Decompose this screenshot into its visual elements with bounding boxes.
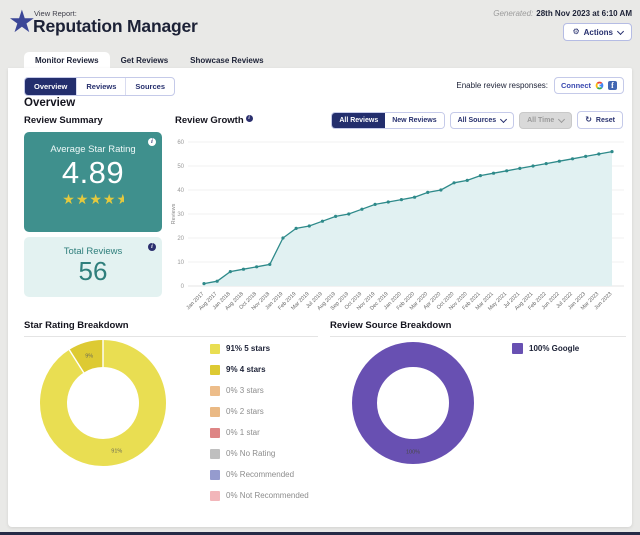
- legend-label: 0% 3 stars: [226, 386, 264, 395]
- average-star-rating-label: Average Star Rating: [24, 132, 162, 155]
- legend-swatch: [210, 386, 220, 396]
- legend-item-not-recommended: 0% Not Recommended: [210, 489, 309, 502]
- legend-swatch: [210, 449, 220, 459]
- legend-item-no-rating: 0% No Rating: [210, 447, 309, 460]
- generated-label: Generated:: [493, 9, 533, 18]
- growth-filter-bar: All Reviews New Reviews All Sources All …: [331, 111, 623, 129]
- tab-get-reviews[interactable]: Get Reviews: [110, 52, 180, 68]
- generated-value: 28th Nov 2023 at 6:10 AM: [536, 9, 632, 18]
- legend-label: 0% Not Recommended: [226, 491, 309, 500]
- legend-swatch: [210, 365, 220, 375]
- tab-monitor-reviews[interactable]: Monitor Reviews: [24, 52, 110, 68]
- svg-text:50: 50: [177, 164, 184, 170]
- star-rating-donut-chart: 91% 9%: [38, 338, 168, 468]
- legend-label: 9% 4 stars: [226, 365, 266, 374]
- review-growth-line-chart: 0102030405060ReviewsJan 2017Aug 2017Jan …: [168, 136, 634, 316]
- total-reviews-card: i Total Reviews 56: [24, 237, 162, 297]
- subtab-bar: Overview Reviews Sources: [24, 77, 175, 96]
- refresh-icon: ↻: [585, 116, 592, 124]
- all-sources-dropdown-label: All Sources: [458, 117, 497, 124]
- connect-button[interactable]: Connect f: [554, 77, 624, 94]
- info-icon[interactable]: i: [148, 243, 156, 251]
- total-reviews-value: 56: [24, 257, 162, 286]
- legend-label: 0% No Rating: [226, 449, 275, 458]
- reputation-manager-screen: ★ View Report: Reputation Manager Genera…: [0, 0, 640, 535]
- star-rating-legend: 91% 5 stars 9% 4 stars 0% 3 stars 0% 2 s…: [210, 342, 309, 510]
- legend-label: 0% 1 star: [226, 428, 260, 437]
- svg-text:40: 40: [177, 188, 184, 194]
- review-summary-title: Review Summary: [24, 115, 103, 126]
- all-sources-dropdown[interactable]: All Sources: [450, 112, 515, 129]
- svg-text:91%: 91%: [111, 449, 122, 455]
- facebook-icon: f: [608, 81, 617, 90]
- review-source-breakdown-title: Review Source Breakdown: [330, 320, 626, 337]
- legend-label: 100% Google: [529, 344, 579, 353]
- subtab-overview[interactable]: Overview: [25, 78, 76, 95]
- legend-item-4-stars: 9% 4 stars: [210, 363, 309, 376]
- review-growth-title: Review Growthi: [175, 115, 253, 126]
- info-icon[interactable]: i: [148, 138, 156, 146]
- legend-swatch: [210, 344, 220, 354]
- review-responses-row: Enable review responses: Connect f: [456, 77, 624, 94]
- legend-swatch: [210, 428, 220, 438]
- subtab-reviews[interactable]: Reviews: [76, 78, 125, 95]
- overview-heading: Overview: [24, 97, 75, 109]
- legend-label: 0% 2 stars: [226, 407, 264, 416]
- legend-label: 0% Recommended: [226, 470, 294, 479]
- svg-text:20: 20: [177, 236, 184, 242]
- reset-button[interactable]: ↻ Reset: [577, 111, 623, 129]
- enable-review-responses-label: Enable review responses:: [456, 81, 548, 90]
- all-time-dropdown[interactable]: All Time: [519, 112, 572, 129]
- svg-text:Reviews: Reviews: [171, 203, 177, 224]
- svg-text:30: 30: [177, 212, 184, 218]
- app-logo-star-icon: ★: [8, 6, 36, 37]
- all-reviews-button[interactable]: All Reviews: [332, 113, 385, 128]
- subtab-sources[interactable]: Sources: [125, 78, 174, 95]
- generated-timestamp: Generated:28th Nov 2023 at 6:10 AM: [493, 9, 632, 18]
- main-tab-bar: Monitor Reviews Get Reviews Showcase Rev…: [24, 52, 275, 68]
- legend-swatch: [512, 343, 523, 354]
- info-icon[interactable]: i: [246, 115, 253, 122]
- page-title: Reputation Manager: [33, 16, 198, 37]
- connect-button-label: Connect: [561, 81, 591, 90]
- new-reviews-button[interactable]: New Reviews: [385, 113, 443, 128]
- legend-item-2-stars: 0% 2 stars: [210, 405, 309, 418]
- svg-text:9%: 9%: [85, 353, 93, 359]
- star-rating-icons: ★★★★★: [24, 192, 162, 206]
- chevron-down-icon: [558, 115, 565, 122]
- legend-item-recommended: 0% Recommended: [210, 468, 309, 481]
- review-growth-title-text: Review Growth: [175, 115, 244, 126]
- review-type-toggle: All Reviews New Reviews: [331, 112, 444, 129]
- average-star-rating-value: 4.89: [24, 156, 162, 190]
- chevron-down-icon: [617, 27, 624, 34]
- svg-text:60: 60: [177, 140, 184, 146]
- legend-label: 91% 5 stars: [226, 344, 270, 353]
- review-source-donut-chart: 100%: [350, 340, 476, 466]
- average-star-rating-card: i Average Star Rating 4.89 ★★★★★: [24, 132, 162, 232]
- legend-item-1-star: 0% 1 star: [210, 426, 309, 439]
- actions-button[interactable]: ⚙ Actions: [563, 23, 632, 41]
- svg-text:100%: 100%: [406, 450, 420, 456]
- gear-icon: ⚙: [572, 28, 579, 36]
- legend-item-google: 100% Google: [512, 342, 579, 355]
- actions-button-label: Actions: [584, 28, 613, 37]
- tab-showcase-reviews[interactable]: Showcase Reviews: [179, 52, 274, 68]
- legend-swatch: [210, 470, 220, 480]
- svg-text:0: 0: [181, 284, 185, 290]
- legend-item-3-stars: 0% 3 stars: [210, 384, 309, 397]
- legend-swatch: [210, 407, 220, 417]
- star-rating-breakdown-title: Star Rating Breakdown: [24, 320, 318, 337]
- content-card: Overview Reviews Sources Enable review r…: [8, 68, 632, 527]
- total-reviews-label: Total Reviews: [24, 237, 162, 257]
- legend-item-5-stars: 91% 5 stars: [210, 342, 309, 355]
- all-time-dropdown-label: All Time: [527, 117, 554, 124]
- google-icon: [595, 81, 604, 90]
- legend-swatch: [210, 491, 220, 501]
- svg-text:10: 10: [177, 260, 184, 266]
- reset-button-label: Reset: [596, 117, 615, 124]
- chevron-down-icon: [500, 115, 507, 122]
- review-source-legend: 100% Google: [512, 342, 579, 363]
